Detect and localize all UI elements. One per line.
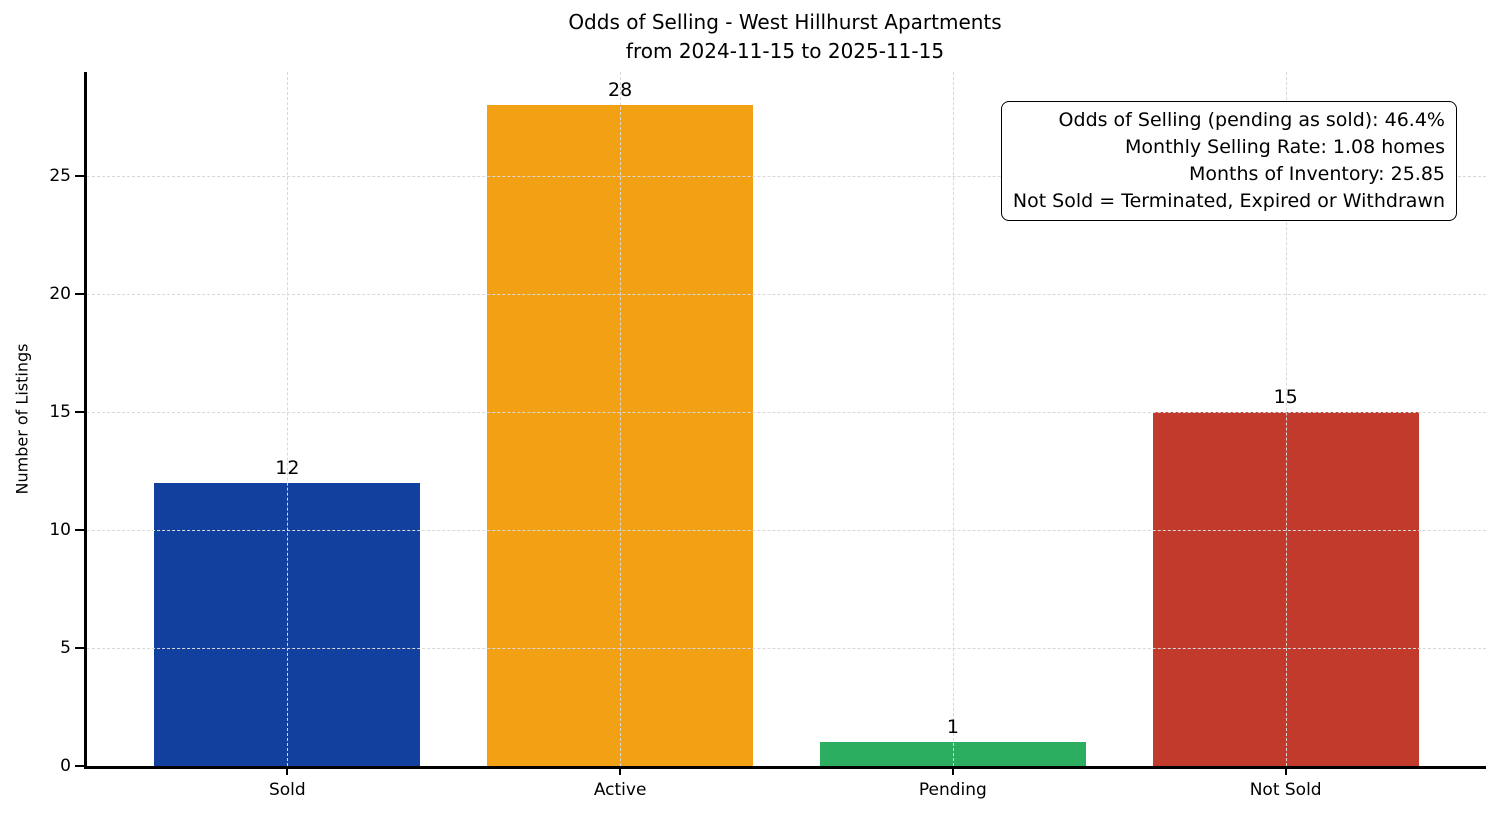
vertical-gridline — [952, 72, 954, 766]
bar-value-label: 28 — [608, 79, 633, 102]
y-tick-label: 5 — [60, 637, 71, 658]
x-tick-label: Pending — [918, 780, 987, 800]
y-tick-label: 15 — [49, 401, 71, 422]
bar-value-label: 12 — [275, 456, 300, 479]
y-tick-label: 10 — [49, 519, 71, 540]
x-tick-mark — [951, 766, 954, 775]
y-tick-mark — [75, 765, 84, 767]
x-tick-mark — [619, 766, 622, 775]
y-tick-label: 25 — [49, 165, 71, 186]
y-tick-mark — [75, 410, 84, 413]
annotation-line-odds: Odds of Selling (pending as sold): 46.4% — [1058, 109, 1445, 131]
annotation-line-not-sold-note: Not Sold = Terminated, Expired or Withdr… — [1012, 190, 1445, 212]
bar-sold — [154, 482, 421, 766]
chart-title: Odds of Selling - West Hillhurst Apartme… — [568, 10, 1002, 34]
x-tick-mark — [286, 766, 289, 775]
horizontal-gridline — [87, 293, 1486, 295]
chart-subtitle: from 2024-11-15 to 2025-11-15 — [625, 39, 945, 63]
y-tick-mark — [75, 174, 84, 177]
x-tick-label: Active — [593, 780, 647, 800]
annotation-box: Odds of Selling (pending as sold): 46.4%… — [1000, 101, 1457, 221]
y-tick-mark — [75, 646, 84, 649]
bar-pending — [819, 742, 1086, 766]
plot-area: 12 Sold 28 Active 1 Pending 15 Not Sold 0 5 10 15 20… — [49, 72, 1486, 800]
bar-value-label: 1 — [946, 716, 959, 739]
x-tick-mark — [1284, 766, 1287, 775]
y-tick-mark — [75, 292, 84, 295]
y-tick-mark — [75, 528, 84, 531]
bar-not-sold — [1152, 411, 1419, 766]
annotation-line-inventory: Months of Inventory: 25.85 — [1188, 163, 1445, 185]
x-tick-label: Sold — [268, 780, 306, 800]
y-tick-label: 20 — [49, 283, 71, 304]
y-tick-label: 0 — [60, 756, 71, 776]
bar-value-label: 15 — [1273, 385, 1298, 408]
x-tick-label: Not Sold — [1249, 780, 1322, 800]
bar-active — [486, 105, 754, 766]
annotation-line-monthly-rate: Monthly Selling Rate: 1.08 homes — [1125, 136, 1445, 158]
y-axis-label: Number of Listings — [12, 343, 32, 495]
chart-title-block: Odds of Selling - West Hillhurst Apartme… — [84, 8, 1486, 66]
